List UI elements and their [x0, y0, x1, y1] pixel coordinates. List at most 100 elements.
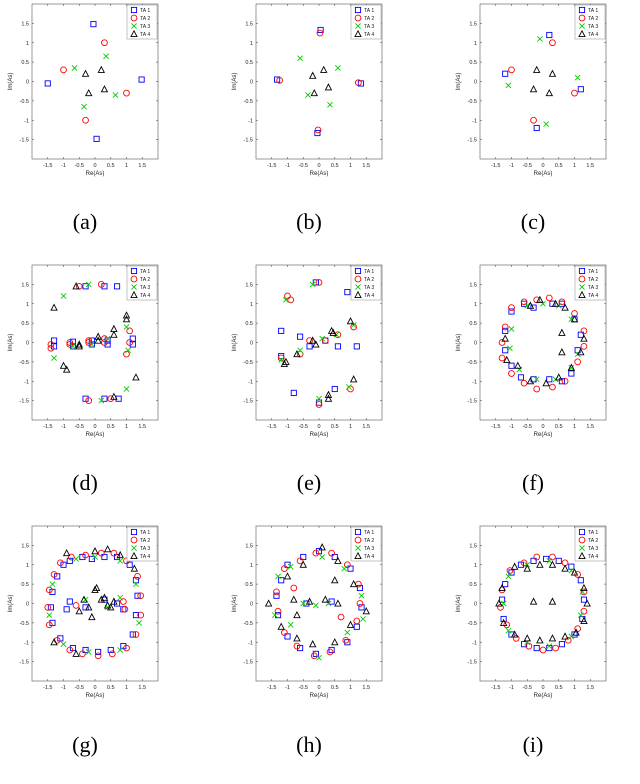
- data-point: [549, 553, 556, 561]
- data-point: [110, 330, 118, 338]
- legend-marker: [130, 536, 138, 544]
- x-tick-label: 1.5: [138, 424, 146, 430]
- data-point: [523, 634, 531, 642]
- data-point: [536, 35, 543, 42]
- legend: TA 1 TA 2 TA 3 TA 4: [126, 526, 158, 562]
- data-point: [125, 347, 131, 354]
- data-point: [136, 619, 143, 626]
- y-tick-label: 1.5: [245, 543, 253, 549]
- data-point: [82, 116, 89, 124]
- data-point: [138, 76, 145, 83]
- data-point: [75, 340, 83, 348]
- x-tick-label: 0: [93, 424, 96, 430]
- y-tick-label: 1: [250, 41, 253, 47]
- y-tick-label: -0.5: [468, 360, 477, 366]
- data-point: [85, 339, 93, 346]
- data-point: [101, 339, 108, 346]
- data-point: [104, 335, 111, 342]
- data-point: [314, 126, 322, 134]
- data-point: [107, 603, 115, 611]
- data-point: [499, 618, 508, 626]
- data-point: [47, 604, 54, 611]
- data-point: [502, 581, 509, 588]
- y-tick-label: 1.5: [245, 282, 253, 288]
- y-tick-label: -1: [24, 118, 29, 124]
- data-point: [281, 565, 288, 572]
- data-point: [529, 597, 538, 605]
- data-point: [346, 384, 352, 390]
- y-tick-label: -1.5: [20, 138, 29, 144]
- data-point: [548, 69, 557, 77]
- data-point: [47, 341, 55, 348]
- y-axis-label: Im(As): [232, 595, 238, 613]
- legend-label: TA 4: [588, 293, 598, 299]
- data-point: [72, 602, 80, 609]
- x-tick-label: 1.5: [586, 685, 594, 691]
- data-point: [75, 342, 83, 350]
- data-point: [502, 70, 509, 77]
- y-tick-label: -1.5: [20, 660, 29, 666]
- y-tick-label: 1.5: [21, 282, 29, 288]
- y-tick-label: 1: [474, 563, 477, 569]
- legend: TA 1 TA 2 TA 3 TA 4: [574, 265, 606, 301]
- data-point: [84, 88, 93, 97]
- data-point: [85, 397, 93, 404]
- series-ta-2: [60, 39, 130, 124]
- data-point: [331, 576, 339, 584]
- data-point: [98, 397, 105, 404]
- data-point: [495, 599, 503, 607]
- data-point: [517, 374, 524, 381]
- y-tick-label: 1.5: [21, 21, 29, 27]
- legend: TA 1 TA 2 TA 3 TA 4: [574, 4, 606, 40]
- data-point: [321, 595, 330, 603]
- data-point: [66, 341, 74, 348]
- x-tick-label: 1: [349, 163, 352, 169]
- data-point: [533, 645, 540, 652]
- data-point: [79, 650, 86, 658]
- data-point: [113, 283, 121, 290]
- data-point: [344, 289, 351, 296]
- series-ta-4: [280, 317, 358, 402]
- legend-label: TA 2: [588, 538, 598, 544]
- legend: TA 1 TA 2 TA 3 TA 4: [350, 4, 382, 40]
- legend-label: TA 3: [140, 24, 150, 30]
- x-tick-label: 1.5: [362, 685, 370, 691]
- legend-box: [126, 4, 158, 40]
- y-tick-label: -0.5: [244, 360, 253, 366]
- data-point: [317, 26, 324, 34]
- x-tick-label: 0: [541, 685, 544, 691]
- legend-marker: [130, 290, 138, 299]
- data-point: [81, 69, 90, 77]
- y-axis-label: Im(As): [8, 595, 14, 613]
- data-point: [514, 361, 522, 369]
- legend-marker: [354, 528, 362, 536]
- legend-marker: [578, 275, 586, 283]
- data-point: [329, 328, 337, 336]
- series-ta-2: [508, 39, 578, 124]
- data-point: [546, 643, 553, 650]
- data-point: [567, 363, 576, 371]
- data-point: [349, 579, 358, 588]
- data-point: [50, 638, 58, 646]
- x-tick-label: -0.5: [523, 163, 532, 169]
- x-tick-label: -1: [509, 163, 514, 169]
- legend-label: TA 4: [140, 293, 150, 299]
- data-point: [346, 620, 355, 628]
- data-point: [315, 401, 323, 408]
- data-point: [92, 583, 101, 592]
- scatter-panel-f: -1.5 -1 -0.5 0 0.5 1 1.5 1.5 1 0.5 0 -0.5 -1 -1.5 Re(A…: [456, 264, 607, 495]
- data-point: [110, 549, 118, 557]
- data-point: [300, 553, 307, 561]
- data-point: [85, 281, 92, 288]
- legend-label: TA 4: [364, 554, 374, 560]
- data-point: [524, 302, 531, 309]
- data-point: [580, 327, 588, 335]
- data-point: [92, 554, 98, 560]
- data-point: [570, 315, 579, 323]
- data-point: [334, 331, 342, 339]
- data-point: [97, 65, 106, 73]
- y-axis-label: Im(As): [232, 334, 238, 352]
- y-tick-label: -1.5: [20, 399, 29, 405]
- legend-label: TA 3: [588, 285, 598, 291]
